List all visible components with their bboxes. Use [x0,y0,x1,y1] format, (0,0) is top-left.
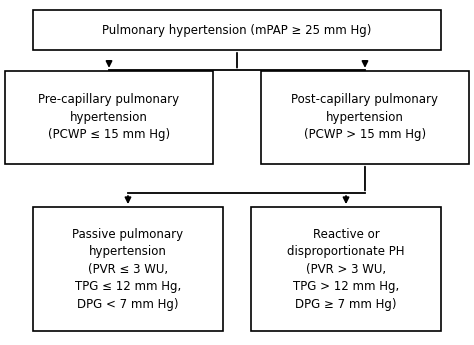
Text: Pre-capillary pulmonary
hypertension
(PCWP ≤ 15 mm Hg): Pre-capillary pulmonary hypertension (PC… [38,93,180,141]
Text: Passive pulmonary
hypertension
(PVR ≤ 3 WU,
TPG ≤ 12 mm Hg,
DPG < 7 mm Hg): Passive pulmonary hypertension (PVR ≤ 3 … [73,228,183,310]
Text: Pulmonary hypertension (mPAP ≥ 25 mm Hg): Pulmonary hypertension (mPAP ≥ 25 mm Hg) [102,24,372,37]
Text: Post-capillary pulmonary
hypertension
(PCWP > 15 mm Hg): Post-capillary pulmonary hypertension (P… [292,93,438,141]
FancyBboxPatch shape [33,10,441,50]
Text: Reactive or
disproportionate PH
(PVR > 3 WU,
TPG > 12 mm Hg,
DPG ≥ 7 mm Hg): Reactive or disproportionate PH (PVR > 3… [287,228,405,310]
FancyBboxPatch shape [261,71,469,164]
FancyBboxPatch shape [33,207,223,331]
FancyBboxPatch shape [5,71,213,164]
FancyBboxPatch shape [251,207,441,331]
